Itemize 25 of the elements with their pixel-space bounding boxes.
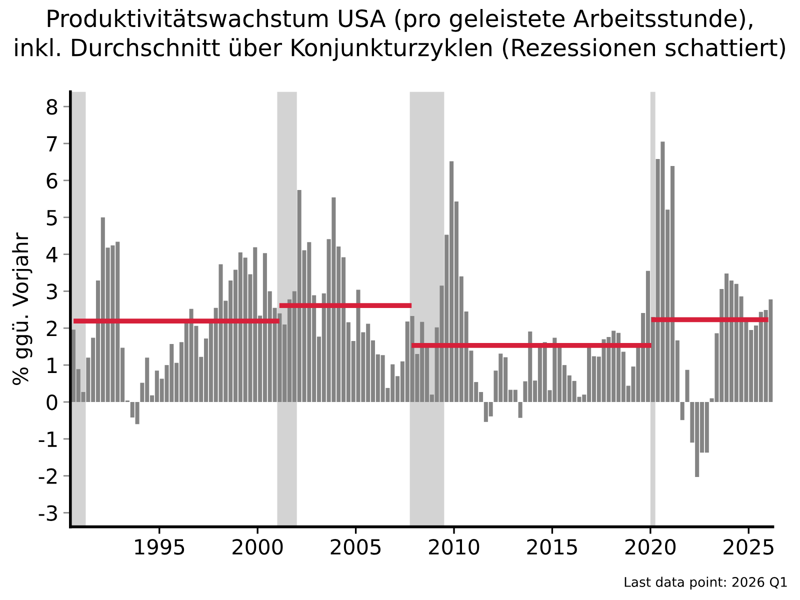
bar <box>685 370 690 402</box>
y-tick-label: 6 <box>46 172 58 189</box>
x-tick-label: 2015 <box>527 538 577 555</box>
y-tick-label: -2 <box>38 468 57 484</box>
y-tick-label: 8 <box>46 99 58 115</box>
y-tick-label: 0 <box>46 394 58 410</box>
y-tick-label: -3 <box>38 505 57 521</box>
y-tick-label: 3 <box>46 284 57 300</box>
y-tick-label: -1 <box>38 432 57 447</box>
x-tick-label: 2005 <box>330 538 380 555</box>
y-axis-title: % ggü. Vorjahr <box>12 232 32 385</box>
x-tick-label: 2020 <box>625 538 676 555</box>
text: Last data point: 2026 Q1 <box>624 576 787 590</box>
x-tick-label: 1995 <box>135 538 184 555</box>
x-tick-label: 2000 <box>232 538 283 555</box>
bar <box>518 402 522 418</box>
y-tick-label: 1 <box>48 358 57 373</box>
y-tick-label: 7 <box>47 136 57 152</box>
y-tick-label: 2 <box>46 320 57 336</box>
y-tick-label: 4 <box>46 247 58 262</box>
y-tick-label: 5 <box>46 210 57 226</box>
bar <box>680 402 684 420</box>
x-tick-label: 2025 <box>724 538 774 555</box>
chart-title: Produktivitätswachstum USA (pro geleistete Arbeitsstunde), inkl. Durchschnitt über Konjunkturzyklen (Rezessionen schattiert) <box>15 9 785 61</box>
x-tick-label: 2010 <box>429 538 480 555</box>
